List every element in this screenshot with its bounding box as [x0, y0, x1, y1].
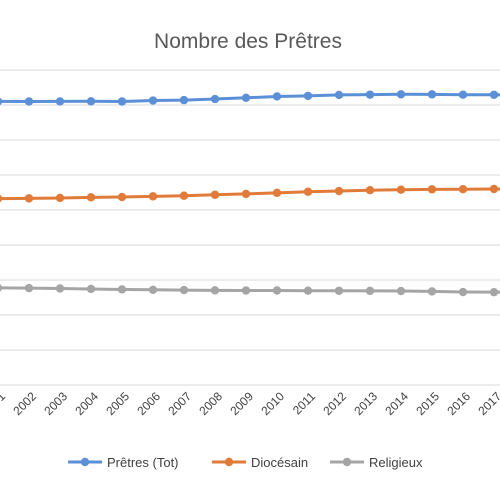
data-point	[24, 194, 34, 203]
x-tick-label: 2005	[103, 389, 132, 418]
x-tick-label: 2014	[382, 389, 411, 418]
data-point	[210, 190, 220, 199]
legend-item-0: Prêtres (Tot)	[68, 455, 179, 470]
data-point	[489, 90, 499, 99]
data-point	[303, 91, 313, 101]
series-0	[0, 90, 500, 106]
data-point	[55, 284, 65, 293]
x-tick-label: 2003	[41, 389, 70, 418]
data-point	[86, 97, 96, 106]
x-tick-label: 2009	[227, 389, 256, 418]
data-point	[396, 185, 406, 194]
data-point	[24, 97, 34, 106]
data-point	[334, 286, 344, 295]
legend-label: Prêtres (Tot)	[107, 455, 179, 470]
data-point	[210, 286, 220, 295]
series-line	[0, 286, 500, 294]
data-point	[272, 92, 282, 101]
data-point	[148, 192, 158, 201]
data-point	[241, 286, 251, 295]
x-tick-label: 2013	[351, 389, 380, 418]
data-point	[272, 188, 282, 198]
data-point	[24, 283, 34, 293]
data-point	[86, 284, 96, 294]
data-point	[365, 90, 375, 99]
x-axis-ticks: 2001 2002 2003 2004 2005 2006 2007 2008 2009 2010…	[0, 389, 500, 418]
x-tick-label: 2008	[196, 389, 225, 418]
data-point	[334, 90, 344, 100]
data-point	[0, 97, 3, 106]
x-tick-label: 2015	[413, 389, 442, 418]
data-point	[303, 187, 313, 196]
data-point	[303, 286, 313, 295]
gridlines	[0, 69, 500, 386]
x-tick-label: 2002	[10, 389, 39, 418]
data-point	[427, 90, 437, 99]
x-tick-label: 2017	[475, 389, 500, 418]
legend-item-2: Religieux	[330, 455, 423, 470]
data-point	[117, 285, 127, 294]
x-tick-label: 2001	[0, 389, 8, 418]
data-point	[396, 286, 406, 296]
series-line	[0, 187, 500, 201]
legend-label: Religieux	[369, 455, 423, 470]
series-line	[0, 92, 500, 103]
x-tick-label: 2012	[320, 389, 349, 418]
data-point	[241, 93, 251, 102]
data-point	[117, 97, 127, 106]
x-tick-label: 2004	[72, 389, 101, 418]
data-point	[489, 184, 499, 194]
data-point	[117, 192, 127, 202]
legend-marker	[342, 457, 352, 467]
data-point	[148, 285, 158, 294]
data-point	[55, 193, 65, 203]
x-tick-label: 2016	[444, 389, 473, 418]
x-tick-label: 2006	[134, 389, 163, 418]
legend: Prêtres (Tot) Diocésain Religieux	[68, 455, 423, 470]
data-point	[272, 286, 282, 295]
data-point	[0, 284, 3, 292]
data-point	[396, 90, 406, 99]
legend-marker	[80, 457, 90, 467]
data-point	[365, 185, 375, 195]
data-point	[489, 287, 499, 297]
x-tick-label: 2010	[258, 389, 287, 418]
data-point	[55, 97, 65, 106]
legend-item-1: Diocésain	[212, 455, 308, 470]
series-1	[0, 184, 500, 203]
data-point	[148, 96, 158, 105]
data-point	[179, 95, 189, 105]
legend-label: Diocésain	[251, 455, 308, 470]
data-point	[458, 287, 468, 297]
data-point	[427, 287, 437, 296]
data-point	[458, 185, 468, 194]
legend-marker	[224, 457, 234, 467]
data-point	[334, 186, 344, 196]
data-point	[427, 185, 437, 194]
data-point	[179, 285, 189, 295]
data-point	[210, 94, 220, 104]
data-point	[0, 194, 3, 203]
data-point	[365, 286, 375, 296]
data-point	[179, 191, 189, 200]
chart-title: Nombre des Prêtres	[154, 30, 342, 53]
data-point	[241, 189, 251, 199]
x-tick-label: 2011	[290, 389, 318, 417]
series-group	[0, 90, 500, 297]
data-point	[86, 193, 96, 202]
x-tick-label: 2007	[165, 389, 194, 418]
data-point	[458, 90, 468, 99]
series-2	[0, 283, 500, 297]
